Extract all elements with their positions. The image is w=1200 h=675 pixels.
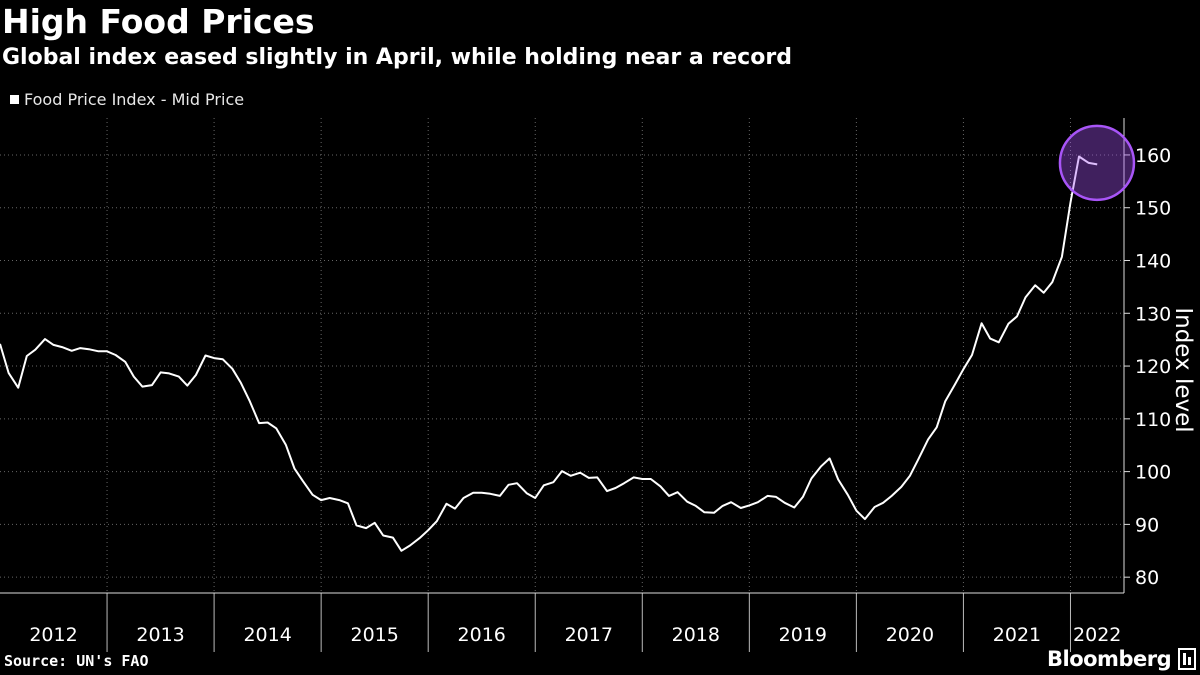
chart-subtitle: Global index eased slightly in April, wh… (2, 45, 792, 70)
legend: Food Price Index - Mid Price (10, 90, 244, 109)
y-tick-label: 160 (1135, 145, 1171, 167)
x-tick-label: 2021 (993, 624, 1041, 646)
y-tick-label: 80 (1135, 567, 1159, 589)
bloomberg-terminal-icon (1178, 648, 1196, 670)
legend-swatch (10, 95, 19, 104)
x-tick-label: 2012 (29, 624, 77, 646)
y-tick-label: 110 (1135, 409, 1171, 431)
highlight-circle (1058, 124, 1136, 202)
x-tick-label: 2015 (350, 624, 398, 646)
legend-label: Food Price Index - Mid Price (24, 90, 245, 109)
x-tick-label: 2018 (672, 624, 720, 646)
y-tick-label: 150 (1135, 198, 1171, 220)
grid-lines (0, 118, 1124, 593)
series-line-food-price-index (0, 155, 1098, 552)
x-tick-label: 2020 (886, 624, 934, 646)
chart-title: High Food Prices (2, 2, 315, 41)
y-tick-label: 120 (1135, 356, 1171, 378)
y-axis-label: Index level (1170, 307, 1196, 432)
x-tick-label: 2016 (458, 624, 506, 646)
y-tick-label: 90 (1135, 514, 1159, 536)
y-tick-label: 140 (1135, 251, 1171, 273)
x-tick-label: 2014 (243, 624, 291, 646)
y-tick-label: 100 (1135, 462, 1171, 484)
x-tick-label: 2013 (136, 624, 184, 646)
x-tick-label: 2019 (779, 624, 827, 646)
bloomberg-logo: Bloomberg (1047, 647, 1172, 671)
source-note: Source: UN's FAO (4, 652, 149, 670)
y-tick-label: 130 (1135, 303, 1171, 325)
x-tick-label: 2022 (1073, 624, 1121, 646)
series-group (0, 124, 1136, 552)
axes (0, 118, 1130, 652)
tick-labels: 80 90 100 110 120 130 140 150 160 2012 2013 2014 201… (29, 145, 1171, 646)
x-tick-label: 2017 (565, 624, 613, 646)
